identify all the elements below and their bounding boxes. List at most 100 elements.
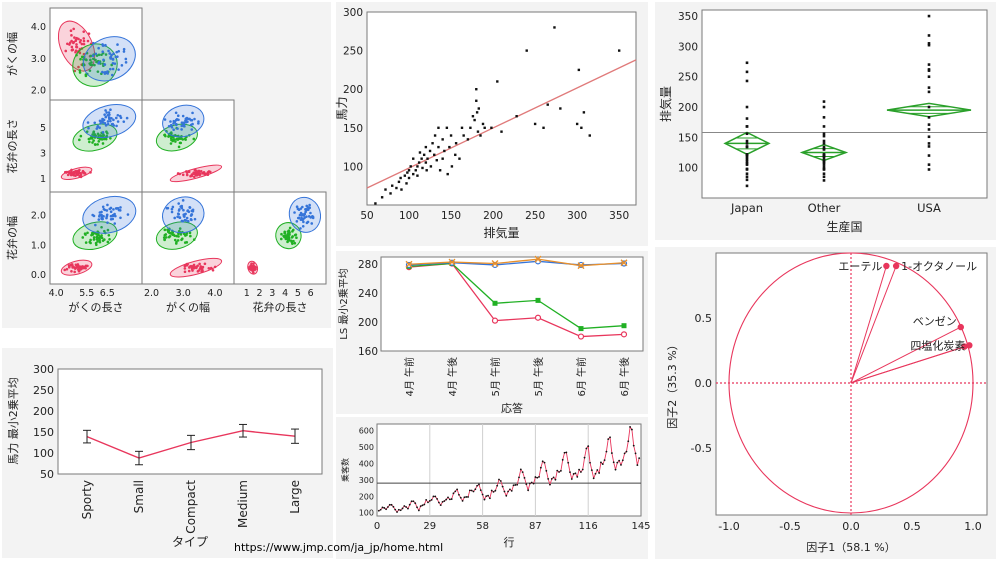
data-point	[412, 157, 415, 160]
data-point	[927, 90, 931, 94]
data-point	[377, 509, 380, 512]
data-point	[822, 159, 826, 162]
scatter-point	[301, 205, 304, 209]
scatter-point	[102, 229, 106, 233]
scatter-point	[106, 132, 109, 135]
data-point	[822, 145, 826, 149]
data-point	[454, 142, 458, 145]
scatter-point	[93, 121, 97, 125]
scatter-point	[105, 111, 108, 114]
data-point	[429, 165, 433, 168]
data-point	[439, 504, 442, 507]
data-point	[469, 126, 472, 129]
data-point	[570, 478, 573, 480]
scatter-point	[293, 241, 297, 245]
data-point	[620, 464, 622, 466]
data-point	[616, 461, 619, 464]
x-axis-label: 排気量	[483, 225, 519, 240]
scatter-point	[100, 217, 104, 221]
scatter-point	[108, 52, 112, 55]
scatter-point	[78, 69, 82, 72]
scatter-point	[303, 216, 306, 220]
scatter-point	[296, 207, 300, 211]
scatter-point	[188, 206, 191, 209]
data-point	[408, 503, 411, 506]
scatter-point	[75, 53, 78, 57]
data-point	[460, 126, 464, 129]
scatter-point	[104, 115, 108, 119]
lsmeans-plot-frame	[57, 368, 323, 475]
scatter-point	[79, 38, 83, 42]
scatter-point	[304, 207, 308, 211]
data-point	[397, 180, 401, 184]
data-point	[569, 471, 571, 474]
scatter-point	[88, 69, 92, 72]
y-tick-label: 100	[678, 163, 698, 175]
data-point	[417, 509, 420, 512]
scatter-point	[186, 209, 190, 212]
data-point	[605, 450, 608, 453]
series-line	[408, 258, 625, 267]
scatter-point	[75, 45, 79, 49]
scatter-point	[69, 29, 73, 33]
scatter-point	[190, 218, 193, 222]
data-point	[507, 490, 509, 493]
scatter-point	[103, 71, 106, 74]
data-point	[582, 111, 586, 114]
data-point	[532, 482, 535, 485]
scatter-point	[180, 128, 183, 131]
data-point	[476, 130, 480, 133]
y-tick-label: 0.5	[695, 312, 713, 325]
data-point	[412, 500, 415, 503]
category-label: Medium	[236, 480, 250, 528]
scatter-point	[198, 172, 202, 176]
data-point	[416, 506, 418, 509]
data-point	[446, 172, 449, 176]
scatter-point	[91, 133, 94, 136]
scatter-point	[85, 130, 89, 133]
data-point	[400, 188, 403, 191]
data-point	[503, 490, 506, 493]
data-point	[583, 456, 586, 459]
scatter-point	[97, 46, 100, 50]
series-marker	[535, 297, 541, 303]
data-point	[414, 169, 417, 172]
x-tick-label: 100	[399, 210, 419, 222]
y-axis-label: 乗客数	[340, 458, 350, 482]
scatter-point	[83, 232, 87, 236]
row-tick-label: 2.0	[31, 211, 46, 222]
scatter-point	[101, 205, 105, 209]
data-point	[403, 174, 407, 177]
data-point	[381, 506, 384, 509]
data-point	[543, 461, 546, 464]
scatter-point	[88, 140, 91, 144]
scatter-point	[286, 237, 289, 240]
data-point	[438, 169, 442, 172]
scatter-point	[74, 174, 77, 177]
data-point	[567, 461, 570, 464]
x-axis-label: 応答	[501, 401, 523, 415]
scatter-point	[120, 64, 124, 67]
col-tick-label: 5.5	[79, 288, 94, 299]
data-point	[483, 126, 486, 129]
row-tick-label: 1.0	[31, 240, 46, 251]
data-point	[521, 471, 524, 474]
scatter-point	[185, 262, 189, 266]
scatter-point	[288, 226, 292, 230]
scatter-point	[177, 202, 180, 205]
scatter-point	[72, 27, 75, 31]
data-point	[822, 156, 826, 160]
scatter-point	[106, 221, 109, 224]
scatter-point	[125, 116, 129, 120]
scatter-point	[168, 231, 172, 235]
scatter-point	[190, 209, 194, 213]
y-axis-label: 馬力 最小2乗平均	[7, 377, 20, 465]
scatter-point	[82, 42, 86, 46]
scatter-point	[106, 228, 110, 232]
scatter-point	[73, 36, 76, 39]
data-point	[445, 126, 449, 129]
data-point	[534, 476, 537, 478]
scatter-point	[98, 238, 101, 242]
data-point	[496, 80, 499, 83]
data-point	[441, 157, 444, 160]
